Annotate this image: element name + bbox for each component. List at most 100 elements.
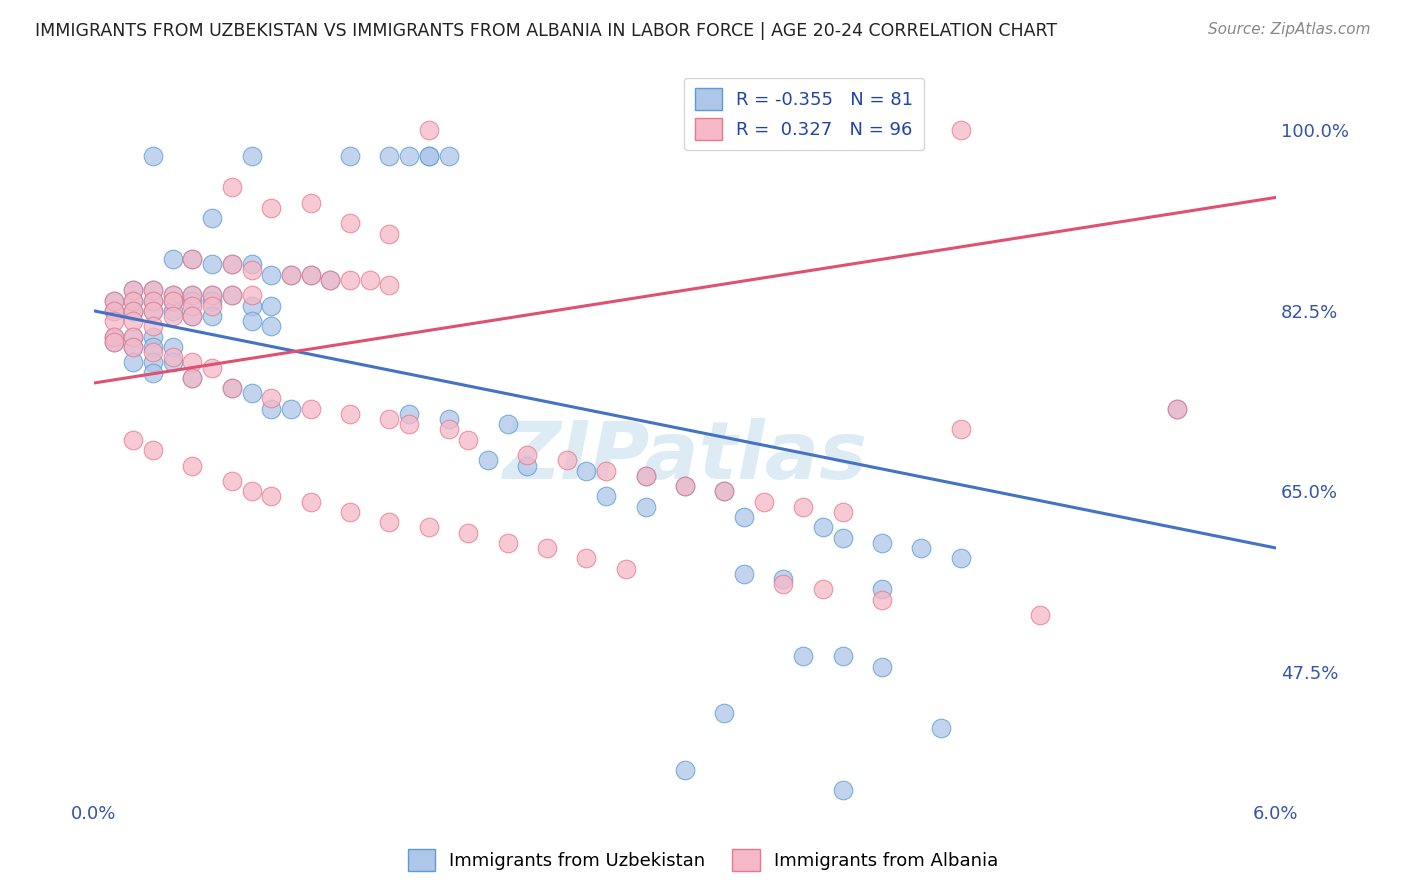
- Point: [240, 314, 263, 328]
- Point: [162, 252, 184, 267]
- Point: [378, 412, 401, 426]
- Point: [201, 211, 224, 225]
- Point: [496, 536, 519, 550]
- Point: [418, 123, 440, 137]
- Point: [477, 453, 499, 467]
- Point: [536, 541, 558, 555]
- Point: [359, 273, 381, 287]
- Point: [122, 329, 145, 343]
- Point: [437, 149, 460, 163]
- Point: [634, 468, 657, 483]
- Point: [142, 329, 165, 343]
- Point: [181, 309, 204, 323]
- Point: [142, 366, 165, 380]
- Point: [339, 216, 361, 230]
- Point: [240, 288, 263, 302]
- Point: [299, 195, 322, 210]
- Text: ZIPatlas: ZIPatlas: [502, 417, 868, 496]
- Point: [142, 149, 165, 163]
- Point: [103, 303, 125, 318]
- Point: [142, 293, 165, 308]
- Point: [457, 433, 479, 447]
- Point: [201, 257, 224, 271]
- Point: [575, 551, 598, 566]
- Point: [949, 551, 972, 566]
- Point: [811, 582, 834, 597]
- Point: [162, 288, 184, 302]
- Point: [398, 149, 420, 163]
- Point: [910, 541, 932, 555]
- Point: [339, 149, 361, 163]
- Point: [260, 299, 283, 313]
- Point: [713, 484, 735, 499]
- Point: [122, 303, 145, 318]
- Point: [516, 448, 538, 462]
- Point: [280, 401, 302, 416]
- Point: [142, 443, 165, 458]
- Point: [260, 201, 283, 215]
- Point: [929, 722, 952, 736]
- Point: [339, 407, 361, 421]
- Point: [673, 763, 696, 777]
- Point: [260, 490, 283, 504]
- Point: [221, 257, 243, 271]
- Point: [201, 309, 224, 323]
- Legend: R = -0.355   N = 81, R =  0.327   N = 96: R = -0.355 N = 81, R = 0.327 N = 96: [683, 78, 924, 151]
- Point: [103, 293, 125, 308]
- Point: [142, 283, 165, 297]
- Point: [418, 149, 440, 163]
- Point: [162, 293, 184, 308]
- Point: [240, 262, 263, 277]
- Point: [122, 283, 145, 297]
- Point: [634, 468, 657, 483]
- Point: [181, 288, 204, 302]
- Point: [831, 783, 853, 797]
- Point: [201, 293, 224, 308]
- Point: [162, 303, 184, 318]
- Point: [772, 577, 794, 591]
- Point: [319, 273, 342, 287]
- Point: [516, 458, 538, 473]
- Point: [378, 149, 401, 163]
- Point: [221, 288, 243, 302]
- Point: [181, 371, 204, 385]
- Point: [142, 340, 165, 354]
- Point: [142, 283, 165, 297]
- Point: [142, 303, 165, 318]
- Point: [772, 572, 794, 586]
- Point: [733, 566, 755, 581]
- Point: [221, 180, 243, 194]
- Point: [181, 355, 204, 369]
- Point: [299, 268, 322, 282]
- Point: [142, 303, 165, 318]
- Point: [595, 464, 617, 478]
- Point: [181, 458, 204, 473]
- Point: [103, 303, 125, 318]
- Point: [122, 283, 145, 297]
- Point: [339, 505, 361, 519]
- Point: [614, 561, 637, 575]
- Point: [260, 392, 283, 406]
- Point: [713, 706, 735, 720]
- Point: [103, 293, 125, 308]
- Point: [103, 314, 125, 328]
- Point: [870, 582, 893, 597]
- Point: [260, 401, 283, 416]
- Point: [319, 273, 342, 287]
- Point: [339, 273, 361, 287]
- Point: [673, 479, 696, 493]
- Point: [142, 345, 165, 359]
- Point: [122, 355, 145, 369]
- Point: [162, 309, 184, 323]
- Point: [181, 288, 204, 302]
- Point: [831, 531, 853, 545]
- Point: [122, 303, 145, 318]
- Point: [949, 123, 972, 137]
- Point: [122, 340, 145, 354]
- Legend: Immigrants from Uzbekistan, Immigrants from Albania: Immigrants from Uzbekistan, Immigrants f…: [401, 842, 1005, 879]
- Point: [181, 252, 204, 267]
- Point: [162, 350, 184, 364]
- Point: [1028, 607, 1050, 622]
- Point: [181, 371, 204, 385]
- Point: [103, 329, 125, 343]
